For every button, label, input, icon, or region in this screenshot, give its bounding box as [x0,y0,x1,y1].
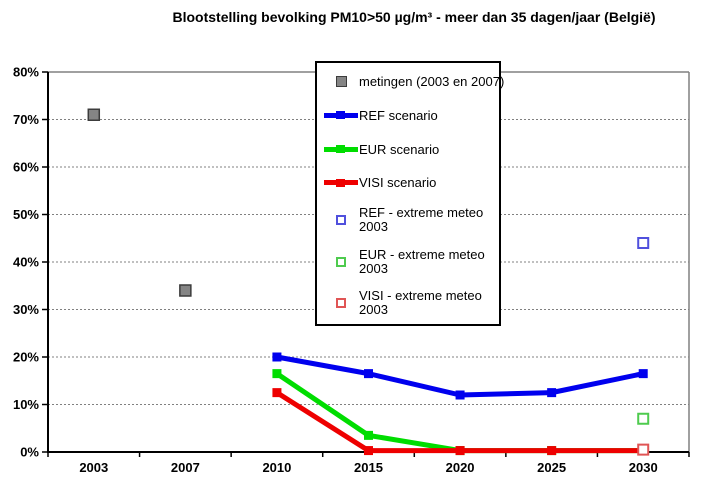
ref-legend-line-swatch [323,111,359,120]
legend-label: EUR - extreme meteo 2003 [359,246,485,276]
y-tick-label: 20% [13,350,39,365]
legend-item-ref-extreme: REF - extreme meteo 2003 [323,199,499,241]
visi-extreme-marker [637,443,650,456]
eur-extreme-marker [637,412,650,425]
chart-legend: metingen (2003 en 2007) REF scenario EUR s… [315,61,504,326]
ref-marker [364,369,373,379]
x-tick-label: 2020 [446,460,475,475]
visi-marker [455,446,465,456]
legend-label: EUR scenario [359,141,440,157]
y-tick-label: 70% [13,112,39,127]
visi-extreme-legend-marker-icon [323,298,359,309]
y-tick-label: 50% [13,207,39,222]
legend-label: REF - extreme meteo 2003 [359,205,484,235]
chart-title: Blootstelling bevolking PM10>50 µg/m³ - … [172,9,656,25]
x-tick-label: 2015 [354,460,383,475]
eur-legend-line-swatch [323,145,359,154]
y-tick-label: 30% [13,302,39,317]
legend-item-visi: VISI scenario [323,166,499,200]
y-tick-label: 0% [20,445,39,460]
legend-item-eur-extreme: EUR - extreme meteo 2003 [323,241,499,283]
legend-label: REF scenario [359,107,438,123]
ref-extreme-marker [637,237,650,249]
legend-item-metingen: metingen (2003 en 2007) [323,65,504,99]
x-tick-label: 2025 [537,460,566,475]
y-tick-label: 10% [13,397,39,412]
visi-marker [364,446,373,456]
ref-marker [272,352,282,362]
legend-item-visi-extreme: VISI - extreme meteo 2003 [323,282,499,324]
y-tick-label: 80% [13,65,39,80]
metingen-legend-marker-icon [323,76,359,88]
metingen-marker [179,284,192,297]
legend-label: metingen (2003 en 2007) [359,74,505,90]
legend-label: VISI - extreme meteo 2003 [359,288,482,318]
ref-extreme-legend-marker-icon [323,215,359,226]
legend-label: VISI scenario [359,175,437,191]
visi-legend-line-swatch [323,178,359,187]
y-tick-label: 60% [13,160,39,175]
visi-marker [272,388,282,398]
legend-item-eur: EUR scenario [323,132,499,166]
ref-marker [455,390,465,400]
eur-marker [364,430,373,440]
visi-marker [547,446,557,456]
eur-marker [272,369,282,379]
x-tick-label: 2007 [171,460,200,475]
metingen-marker [87,108,101,121]
ref-marker [638,369,648,379]
ref-marker [547,388,557,398]
eur-extreme-legend-marker-icon [323,256,359,267]
y-tick-label: 40% [13,255,39,270]
x-tick-label: 2010 [262,460,291,475]
x-tick-label: 2003 [79,460,108,475]
x-tick-label: 2030 [629,460,658,475]
legend-item-ref: REF scenario [323,99,499,133]
